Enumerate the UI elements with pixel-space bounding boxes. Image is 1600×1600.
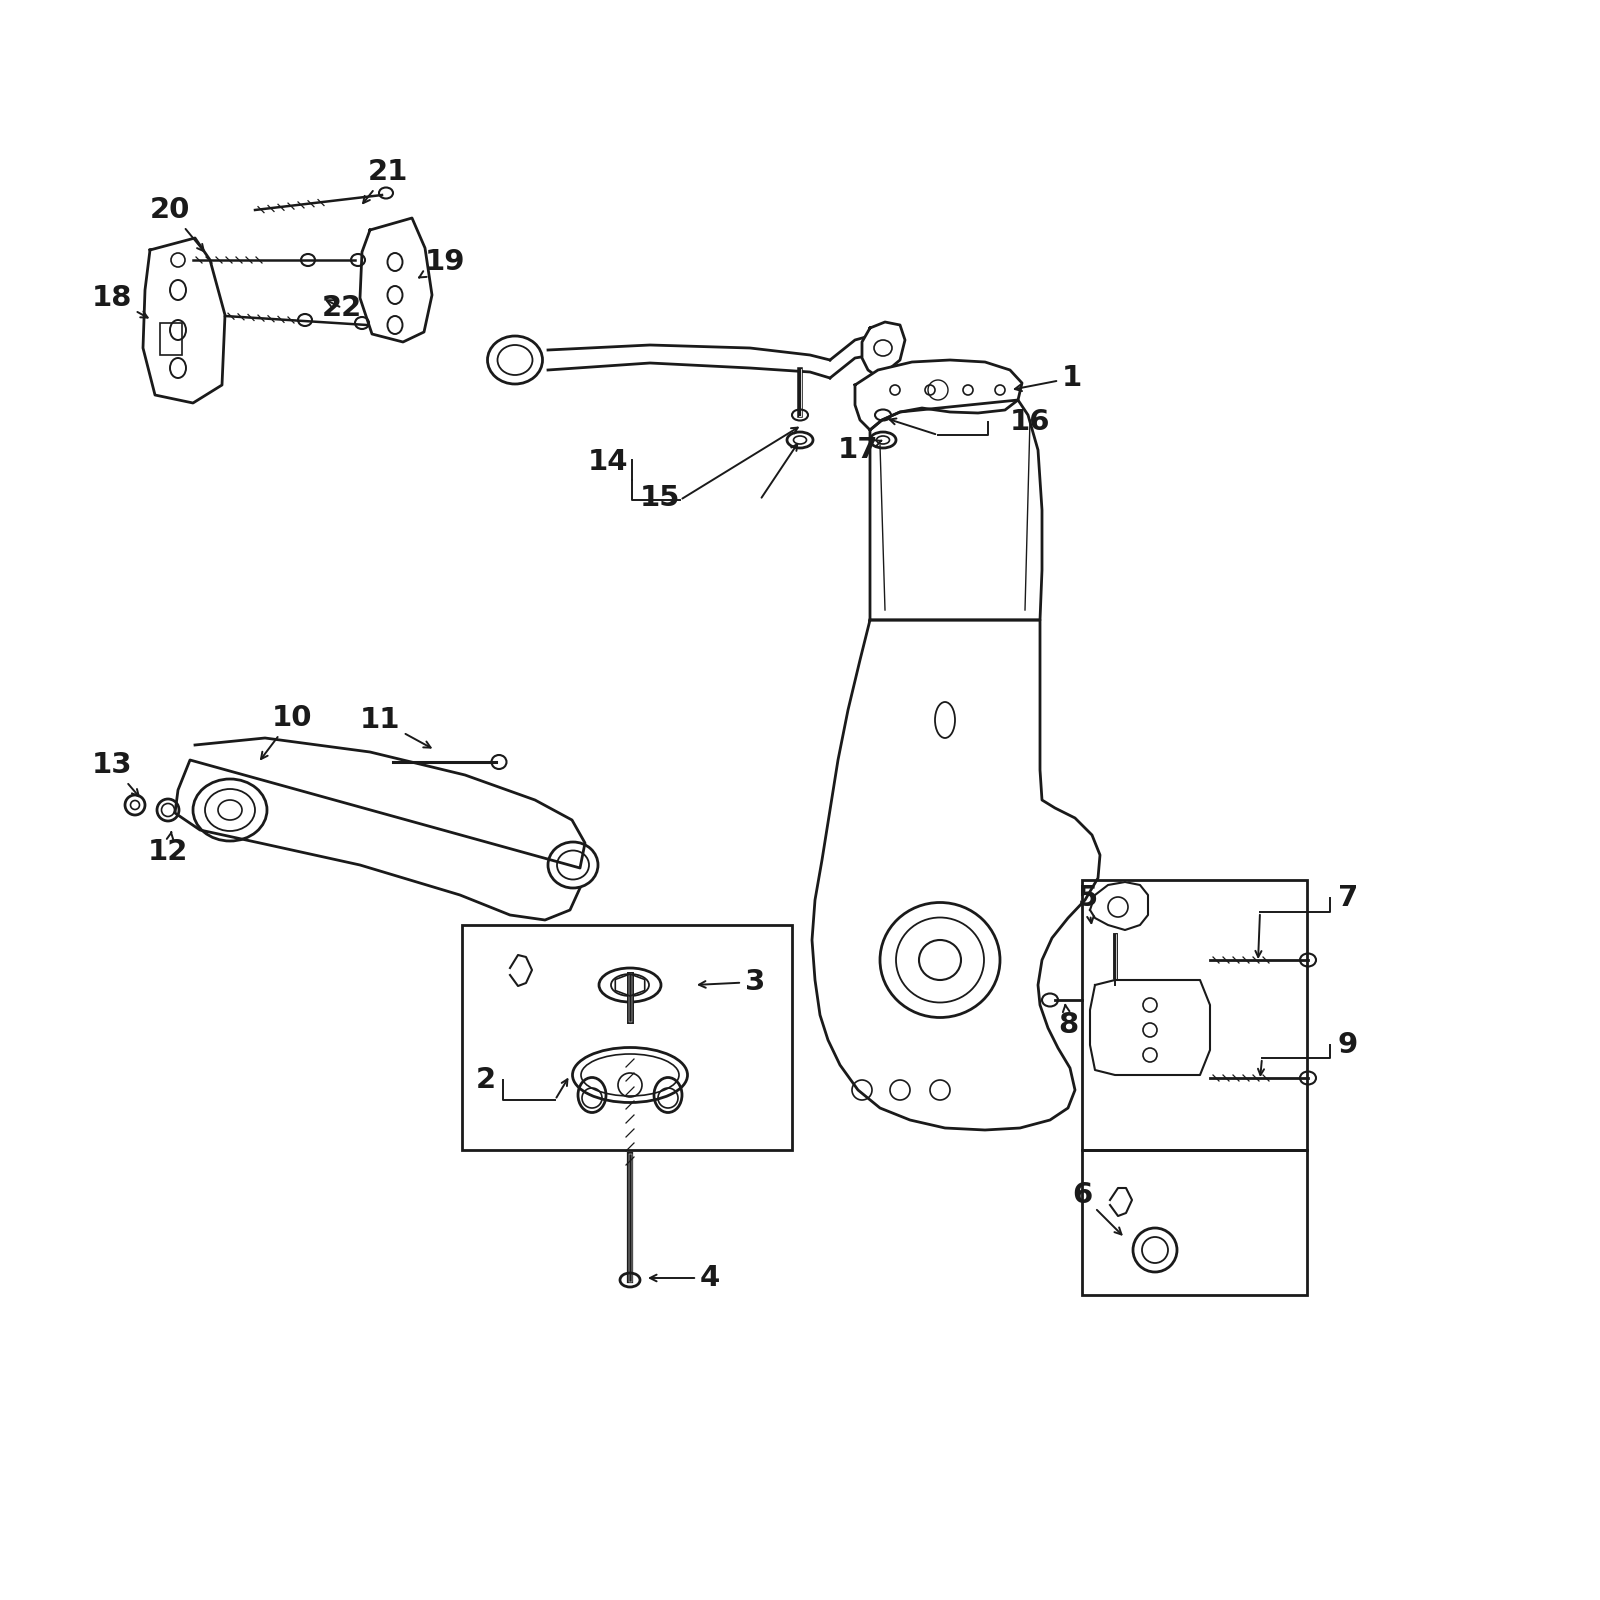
Polygon shape xyxy=(360,218,432,342)
Polygon shape xyxy=(854,360,1022,430)
Text: 7: 7 xyxy=(1338,883,1358,912)
Text: 3: 3 xyxy=(699,968,765,995)
Polygon shape xyxy=(174,738,586,920)
Text: 18: 18 xyxy=(91,285,147,318)
Bar xyxy=(462,925,792,1150)
Text: 10: 10 xyxy=(261,704,312,758)
Polygon shape xyxy=(830,334,874,378)
Text: 14: 14 xyxy=(587,448,629,477)
Text: 22: 22 xyxy=(322,294,362,322)
Text: 19: 19 xyxy=(419,248,466,278)
Polygon shape xyxy=(870,400,1042,619)
Text: 13: 13 xyxy=(91,750,139,797)
Polygon shape xyxy=(142,238,226,403)
Polygon shape xyxy=(1090,979,1210,1075)
Text: 4: 4 xyxy=(650,1264,720,1293)
Text: 8: 8 xyxy=(1058,1005,1078,1038)
Bar xyxy=(1082,1150,1307,1294)
Bar xyxy=(160,323,182,355)
Text: 15: 15 xyxy=(640,483,680,512)
Polygon shape xyxy=(862,322,906,374)
Text: 12: 12 xyxy=(147,832,189,866)
Polygon shape xyxy=(1090,882,1149,930)
Text: 9: 9 xyxy=(1338,1030,1358,1059)
Text: 17: 17 xyxy=(838,435,882,464)
Text: 20: 20 xyxy=(150,195,203,251)
Polygon shape xyxy=(813,619,1101,1130)
Text: 5: 5 xyxy=(1078,883,1098,923)
Text: 16: 16 xyxy=(1010,408,1051,435)
Text: 21: 21 xyxy=(363,158,408,203)
Text: 2: 2 xyxy=(475,1066,496,1094)
Bar xyxy=(1082,880,1307,1150)
Text: 11: 11 xyxy=(360,706,430,747)
Polygon shape xyxy=(547,346,830,378)
Text: 1: 1 xyxy=(1014,365,1082,392)
Text: 6: 6 xyxy=(1072,1181,1122,1235)
